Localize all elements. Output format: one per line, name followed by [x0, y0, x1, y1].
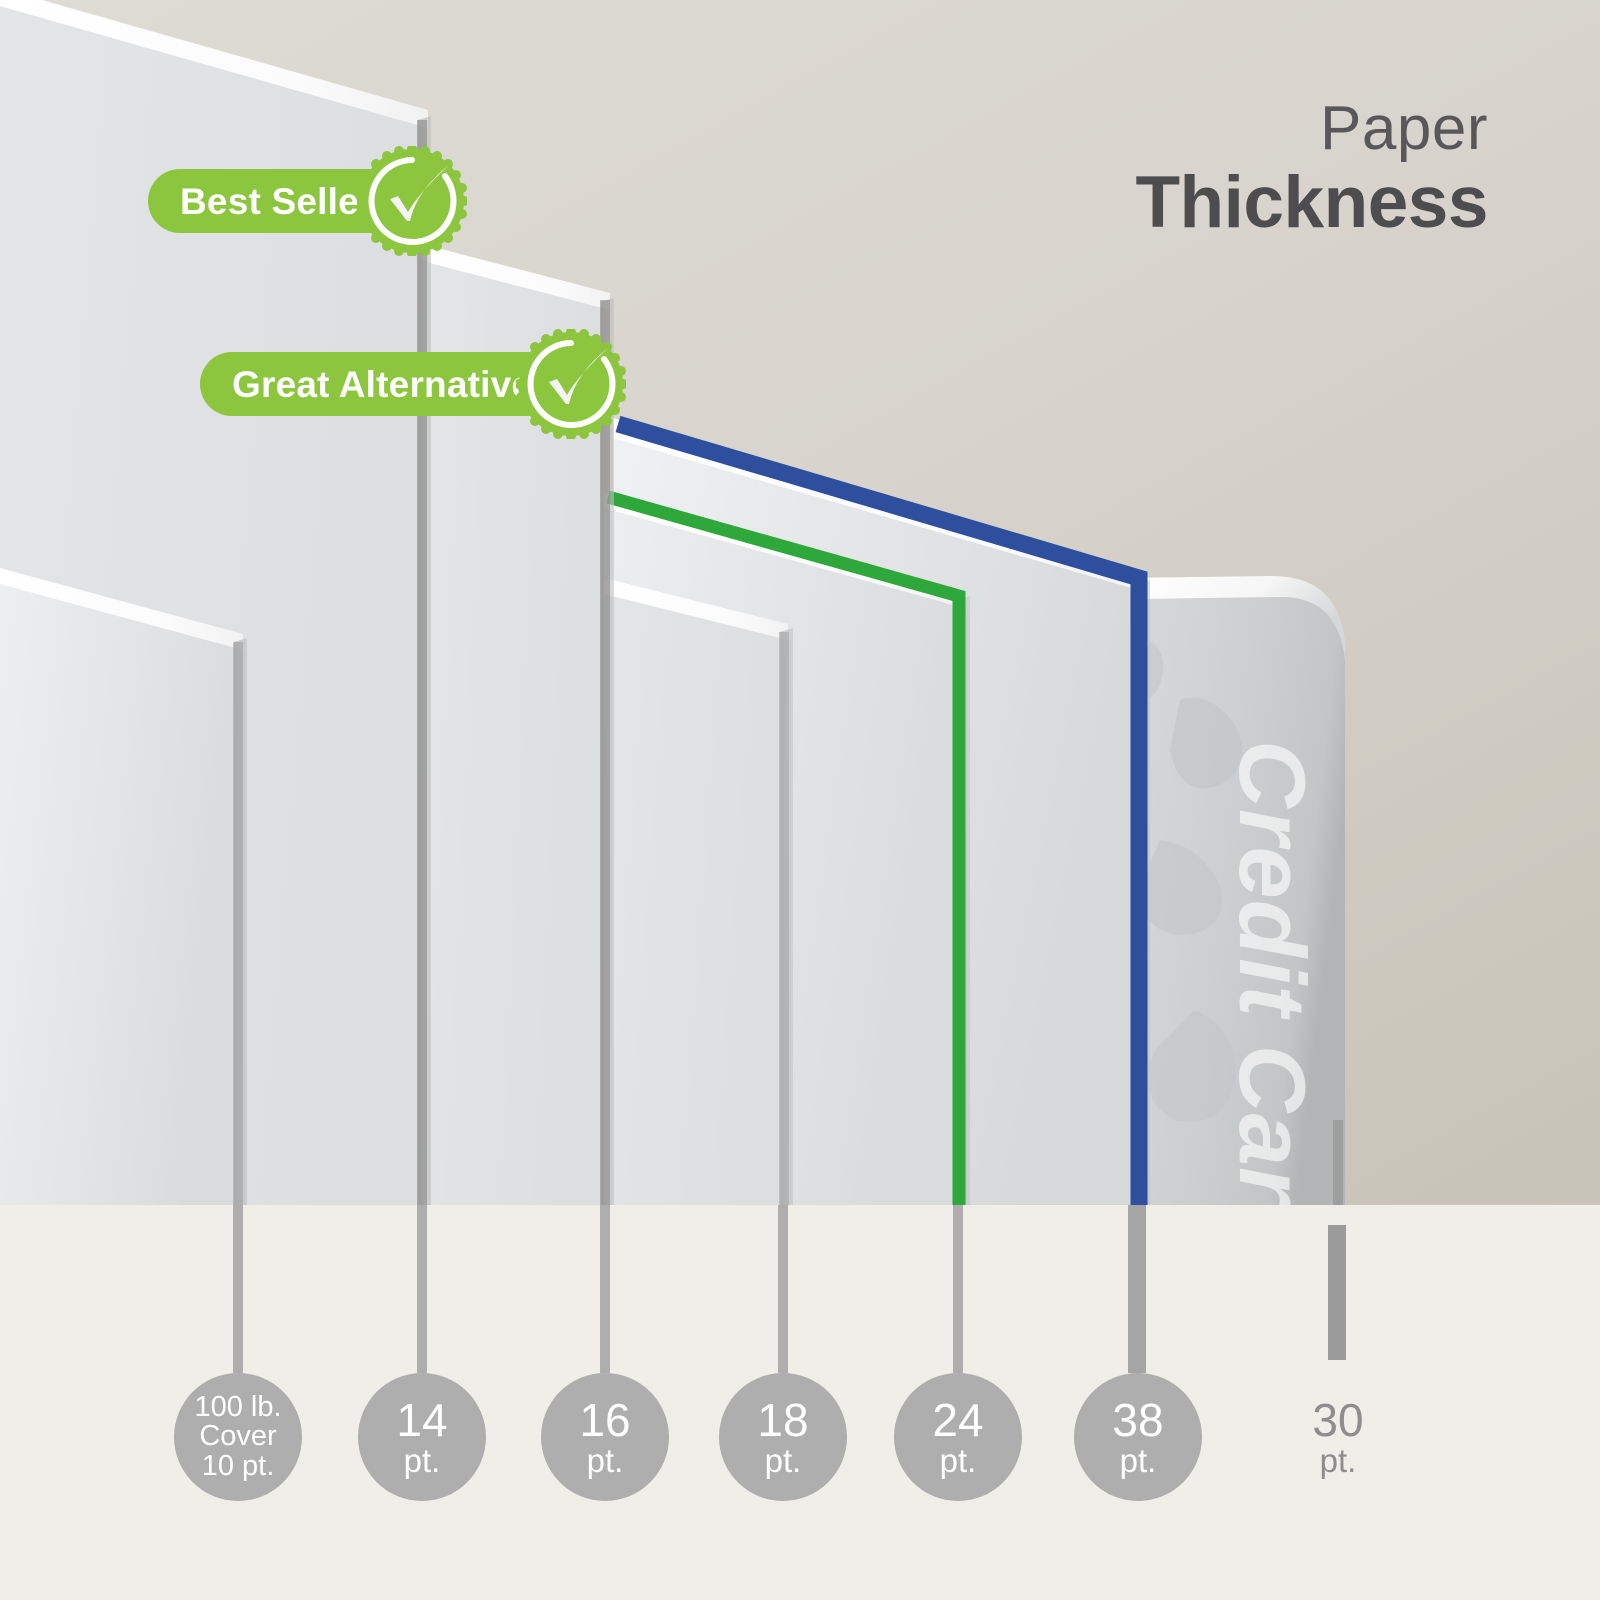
highlight-stroke-green	[606, 490, 966, 1205]
scale-label-line-1: 100 lb.	[194, 1390, 282, 1423]
title-line-bold: Thickness	[1135, 162, 1488, 243]
scale-label-value: 14	[396, 1393, 448, 1446]
page-title: Paper Thickness	[1135, 94, 1488, 243]
title-line-light: Paper	[1320, 94, 1488, 163]
badge-label: Great Alternative	[232, 363, 533, 405]
scale-label-unit: pt.	[764, 1441, 802, 1479]
check-seal-icon	[516, 329, 627, 439]
scale-label-14pt[interactable]: 14 pt.	[358, 1373, 486, 1501]
scale-label-10pt[interactable]: 100 lb. Cover 10 pt.	[174, 1373, 302, 1501]
scale-label-line-3: 10 pt.	[201, 1449, 275, 1482]
badge-great-alternative[interactable]: Great Alternative	[200, 329, 627, 439]
slab-18pt	[604, 578, 793, 1205]
scale-label-value: 18	[757, 1393, 809, 1446]
scale-label-16pt[interactable]: 16 pt.	[541, 1373, 669, 1501]
scale-label-30pt[interactable]: 30 pt.	[1274, 1373, 1402, 1501]
slab-10pt	[0, 568, 247, 1205]
scale-label-line-2: Cover	[199, 1420, 277, 1453]
badge-best-seller[interactable]: Best Seller	[148, 146, 468, 256]
slab-credit-card-30pt: Credit Card	[1120, 576, 1345, 1264]
scale-label-value: 16	[579, 1393, 631, 1446]
measurement-guides	[233, 120, 1343, 1205]
scale-label-unit: pt.	[403, 1441, 441, 1479]
scale-ticks	[233, 1205, 1346, 1373]
check-seal-icon	[357, 146, 468, 256]
scale-label-unit: pt.	[939, 1441, 977, 1479]
scale-label-unit: pt.	[1119, 1441, 1157, 1479]
scale-label-value: 24	[932, 1393, 984, 1446]
scale-label-18pt[interactable]: 18 pt.	[719, 1373, 847, 1501]
badge-label: Best Seller	[180, 180, 374, 222]
highlight-stroke-blue	[615, 415, 1148, 1205]
scale-label-38pt[interactable]: 38 pt.	[1074, 1373, 1202, 1501]
scale-label-unit: pt.	[1319, 1441, 1357, 1479]
scale-label-value: 38	[1112, 1393, 1164, 1446]
credit-card-watermark: Credit Card	[1220, 740, 1325, 1264]
scale-label-24pt[interactable]: 24 pt.	[894, 1373, 1022, 1501]
scale-label-value: 30	[1312, 1393, 1364, 1446]
scale-label-unit: pt.	[586, 1441, 624, 1479]
